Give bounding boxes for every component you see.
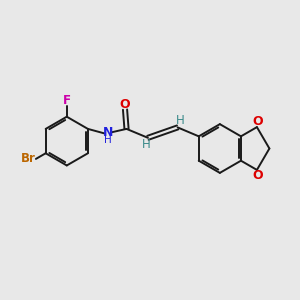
Text: Br: Br: [21, 152, 36, 165]
Text: O: O: [253, 115, 263, 128]
Text: O: O: [253, 169, 263, 182]
Text: H: H: [142, 138, 151, 151]
Text: H: H: [104, 135, 112, 145]
Text: F: F: [63, 94, 71, 107]
Text: N: N: [103, 126, 113, 139]
Text: H: H: [176, 114, 184, 128]
Text: O: O: [120, 98, 130, 111]
